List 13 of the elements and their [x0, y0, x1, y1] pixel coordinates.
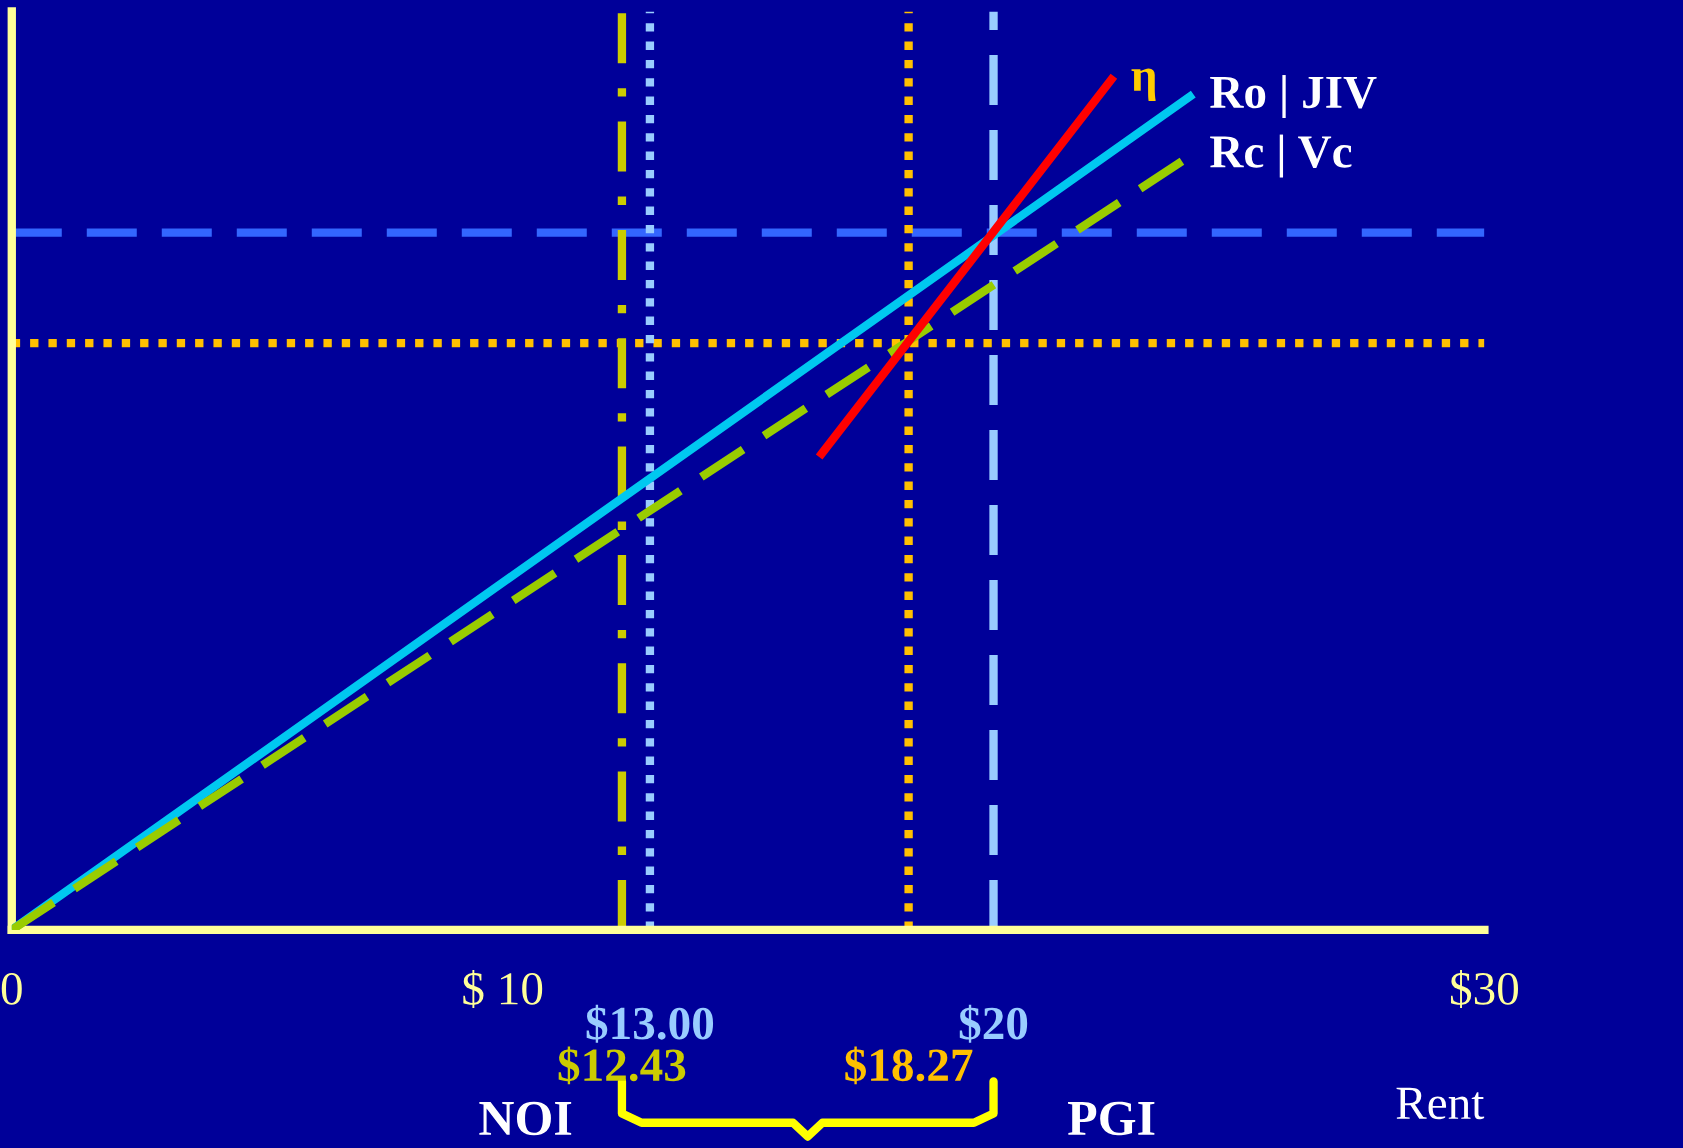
ref-line-label: $20: [959, 1004, 1028, 1043]
ref-line-label: $13.00: [586, 1004, 714, 1043]
x-axis-title: Rent: [1396, 1087, 1485, 1120]
series-label: η: [1131, 68, 1156, 101]
x-tick-label: $ 10: [463, 970, 543, 1008]
text: PGI: [1068, 1101, 1155, 1136]
series-label: Rc | Vc: [1210, 134, 1352, 178]
ref-line-label: $18.27: [845, 1046, 973, 1085]
series-label: Ro | JIV: [1210, 75, 1377, 118]
x-tick-label: 0: [1, 972, 22, 1005]
x-tick-label: $30: [1451, 970, 1519, 1008]
ref-line-label: $12.43: [558, 1046, 686, 1085]
text: NOI: [479, 1101, 572, 1136]
